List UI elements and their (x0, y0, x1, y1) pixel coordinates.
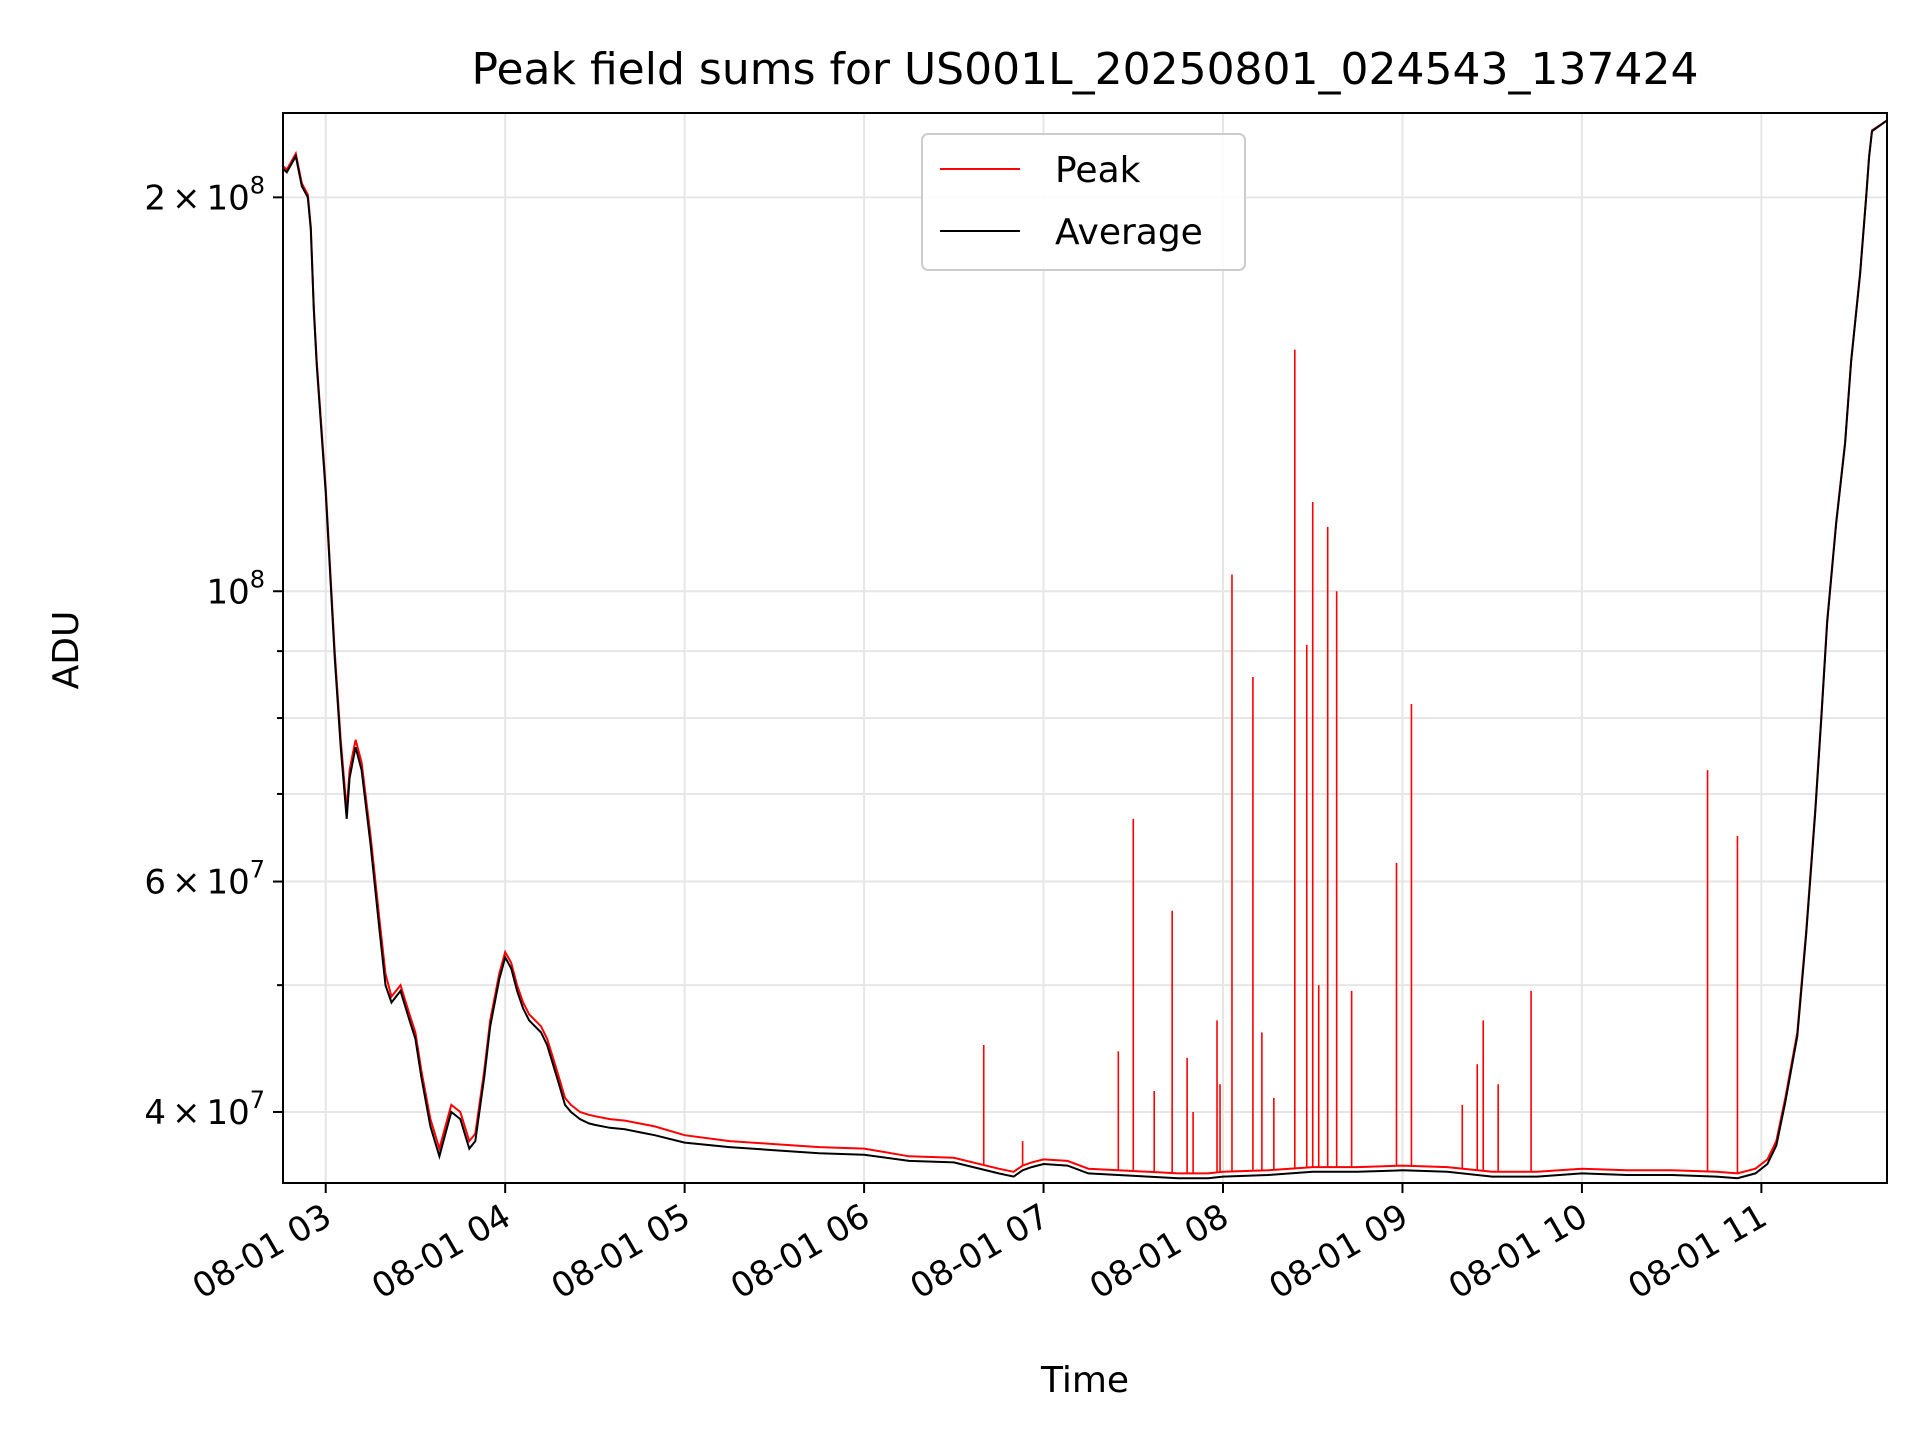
plot-frame (282, 112, 1888, 1184)
x-axis-label: Time (1040, 1360, 1129, 1401)
plot-clip-group (283, 119, 1887, 1180)
y-tick-label: 108 (206, 565, 265, 612)
legend-label-peak: Peak (1055, 150, 1141, 191)
legend-label-average: Average (1055, 212, 1203, 253)
grid (283, 113, 1887, 1183)
y-tick-label: 4 × 107 (144, 1086, 265, 1133)
y-axis-label: ADU (46, 611, 87, 690)
series-line-average (283, 119, 1887, 1180)
legend: Peak Average (921, 133, 1246, 271)
y-tick-label: 2 × 108 (144, 171, 265, 218)
y-tick-label: 6 × 107 (144, 856, 265, 903)
chart-title: Peak field sums for US001L_20250801_0245… (472, 44, 1699, 95)
plot-area (283, 119, 1887, 1180)
y-axis: 4 × 107 6 × 107 108 2 × 108 (144, 171, 283, 1133)
